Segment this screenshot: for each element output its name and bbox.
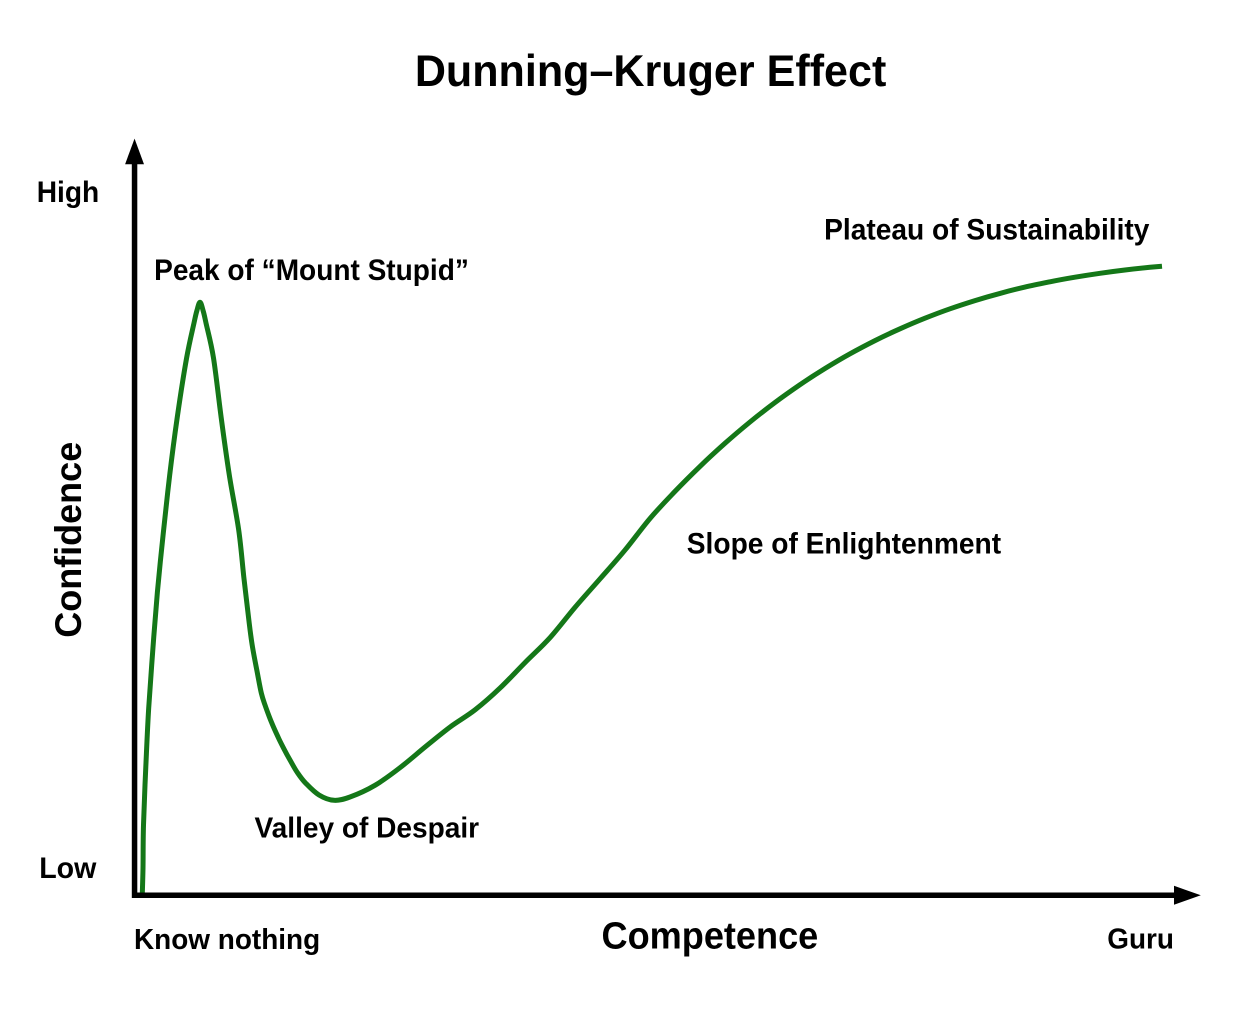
svg-text:Slope of Enlightenment: Slope of Enlightenment [687, 527, 1002, 560]
svg-text:Competence: Competence [602, 915, 819, 957]
svg-text:Dunning–Kruger Effect: Dunning–Kruger Effect [415, 45, 887, 96]
svg-text:Know nothing: Know nothing [134, 924, 320, 956]
svg-text:Confidence: Confidence [47, 442, 89, 638]
svg-text:Guru: Guru [1107, 923, 1174, 955]
svg-text:Low: Low [39, 852, 97, 885]
svg-text:Plateau of Sustainability: Plateau of Sustainability [824, 213, 1150, 246]
svg-text:High: High [37, 176, 100, 209]
svg-text:Peak of “Mount Stupid”: Peak of “Mount Stupid” [154, 255, 469, 287]
svg-text:Valley of Despair: Valley of Despair [255, 812, 480, 844]
